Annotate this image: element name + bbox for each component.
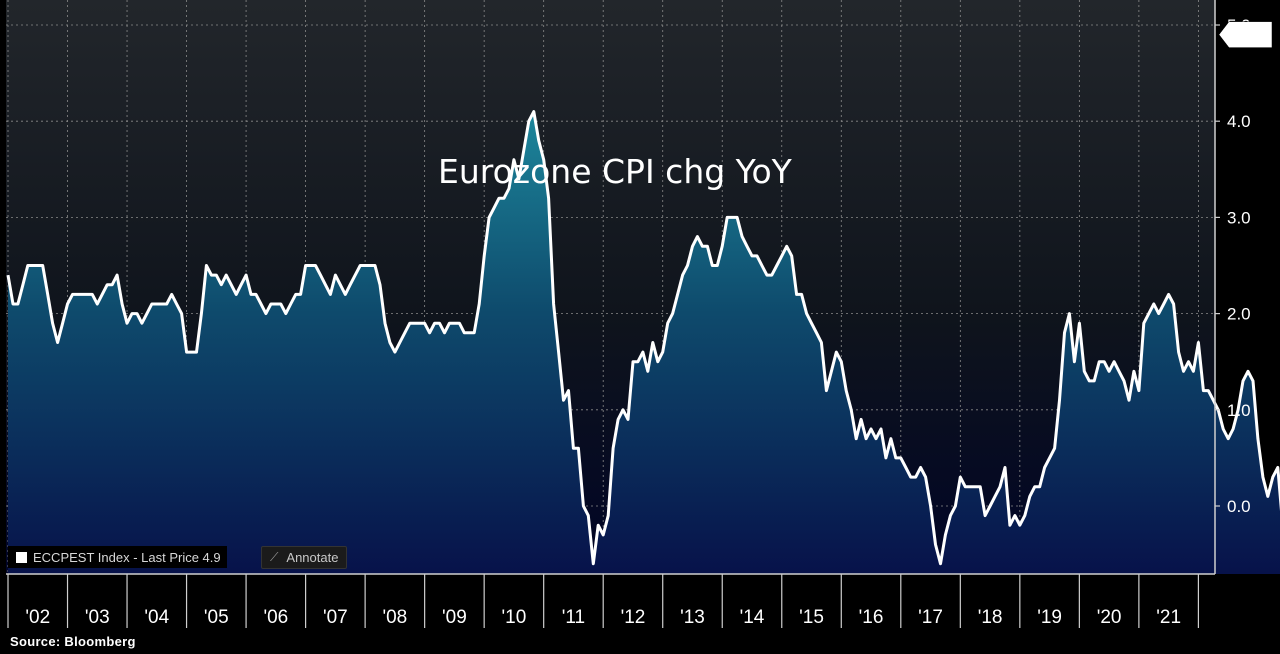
legend-swatch	[16, 551, 27, 563]
y-tick-label-3: 3.0	[1227, 208, 1251, 227]
x-axis: '02 '03 '04 '05 '06 '07 '08 '09 '10 '11 '12 '13 '14 '…	[7, 574, 1200, 628]
x-tick-label-5: '07	[323, 607, 348, 628]
series-line-eccpest	[6, 110, 1280, 566]
legend: ECCPEST Index - Last Price 4.9	[8, 546, 227, 568]
y-tick-label-4: 4.0	[1227, 112, 1251, 131]
x-tick-label-8: '10	[502, 607, 527, 628]
x-tick-label-7: '09	[442, 607, 467, 628]
y-tick-label-1: 1.0	[1227, 401, 1251, 420]
y-tick-label-0: 0.0	[1227, 497, 1251, 516]
x-tick-label-13: '15	[799, 607, 824, 628]
x-tick-label-18: '20	[1097, 607, 1122, 628]
x-tick-label-1: '03	[85, 607, 110, 628]
last-price-tag: 4.9	[1218, 21, 1273, 48]
x-tick-label-4: '06	[263, 607, 288, 628]
x-tick-label-19: '21	[1156, 607, 1181, 628]
area-fill	[8, 111, 1280, 574]
chart-title: Eurozone CPI chg YoY	[438, 152, 793, 191]
x-tick-label-14: '16	[859, 607, 884, 628]
x-tick-label-15: '17	[918, 607, 943, 628]
x-tick-label-3: '05	[204, 607, 229, 628]
last-price-tag-shape	[1218, 21, 1273, 48]
last-price-value: 4.9	[1233, 26, 1257, 45]
x-tick-label-6: '08	[382, 607, 407, 628]
x-tick-label-0: '02	[25, 607, 50, 628]
annotate-button[interactable]: ⟋ Annotate	[261, 546, 348, 569]
source-note: Source: Bloomberg	[10, 634, 136, 649]
pencil-icon: ⟋	[270, 550, 279, 564]
y-tick-label-2: 2.0	[1227, 305, 1251, 324]
x-tick-label-9: '11	[562, 607, 585, 628]
x-tick-label-2: '04	[144, 607, 169, 628]
x-tick-label-10: '12	[621, 607, 646, 628]
x-tick-label-16: '18	[978, 607, 1003, 628]
annotate-label: Annotate	[286, 550, 339, 565]
x-tick-label-12: '14	[740, 607, 765, 628]
x-tick-label-11: '13	[680, 607, 705, 628]
x-tick-label-17: '19	[1037, 607, 1062, 628]
legend-text: ECCPEST Index - Last Price 4.9	[33, 549, 221, 565]
